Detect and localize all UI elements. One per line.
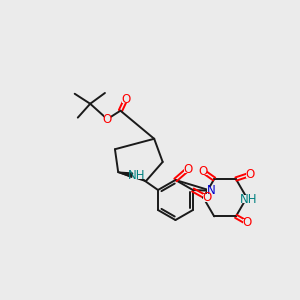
FancyBboxPatch shape <box>246 171 254 178</box>
Text: O: O <box>245 168 254 181</box>
FancyBboxPatch shape <box>184 165 191 173</box>
Polygon shape <box>118 172 133 177</box>
FancyBboxPatch shape <box>207 187 215 195</box>
FancyBboxPatch shape <box>130 171 144 179</box>
FancyBboxPatch shape <box>203 194 211 202</box>
FancyBboxPatch shape <box>122 95 130 103</box>
FancyBboxPatch shape <box>243 219 250 226</box>
FancyBboxPatch shape <box>241 195 255 203</box>
Text: NH: NH <box>128 169 146 182</box>
FancyBboxPatch shape <box>200 167 207 175</box>
Text: O: O <box>202 191 212 204</box>
Text: O: O <box>242 216 251 229</box>
Text: O: O <box>199 165 208 178</box>
Text: O: O <box>183 163 193 176</box>
Text: N: N <box>207 184 215 197</box>
FancyBboxPatch shape <box>103 115 111 123</box>
Text: O: O <box>103 113 112 126</box>
Text: NH: NH <box>240 193 257 206</box>
Text: O: O <box>121 93 130 106</box>
